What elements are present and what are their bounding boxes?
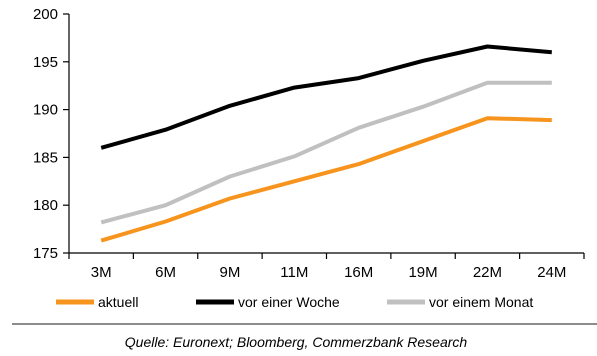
series-line-0 — [100, 116, 552, 243]
legend-label-1: vor einer Woche — [238, 294, 340, 310]
x-tick-label: 3M — [91, 264, 112, 281]
x-tick-label: 9M — [220, 264, 241, 281]
y-tick-label: 185 — [33, 149, 58, 166]
legend: aktuell vor einer Woche vor einem Monat — [56, 294, 533, 310]
y-tick-label: 195 — [33, 54, 58, 71]
y-tick-label: 175 — [33, 245, 58, 262]
x-tick-label: 6M — [155, 264, 176, 281]
x-tick-label: 11M — [280, 264, 308, 281]
x-tick-label: 16M — [344, 264, 373, 281]
legend-label-2: vor einem Monat — [429, 294, 533, 310]
series-layer — [100, 44, 552, 243]
y-tick-label: 200 — [33, 6, 58, 23]
y-tick-label: 180 — [33, 197, 58, 214]
series-line-1 — [100, 44, 552, 150]
legend-label-0: aktuell — [98, 294, 138, 310]
x-tick-label: 22M — [473, 264, 502, 281]
y-axis: 175 180 185 190 195 200 — [33, 6, 70, 262]
y-tick-label: 190 — [33, 102, 58, 119]
series-line-2 — [100, 80, 552, 225]
source-note: Quelle: Euronext; Bloomberg, Commerzbank… — [125, 334, 468, 350]
x-tick-label: 19M — [408, 264, 437, 281]
x-tick-label: 24M — [537, 264, 566, 281]
x-axis: 3M 6M 9M 11M 16M 19M 22M 24M — [68, 252, 585, 281]
